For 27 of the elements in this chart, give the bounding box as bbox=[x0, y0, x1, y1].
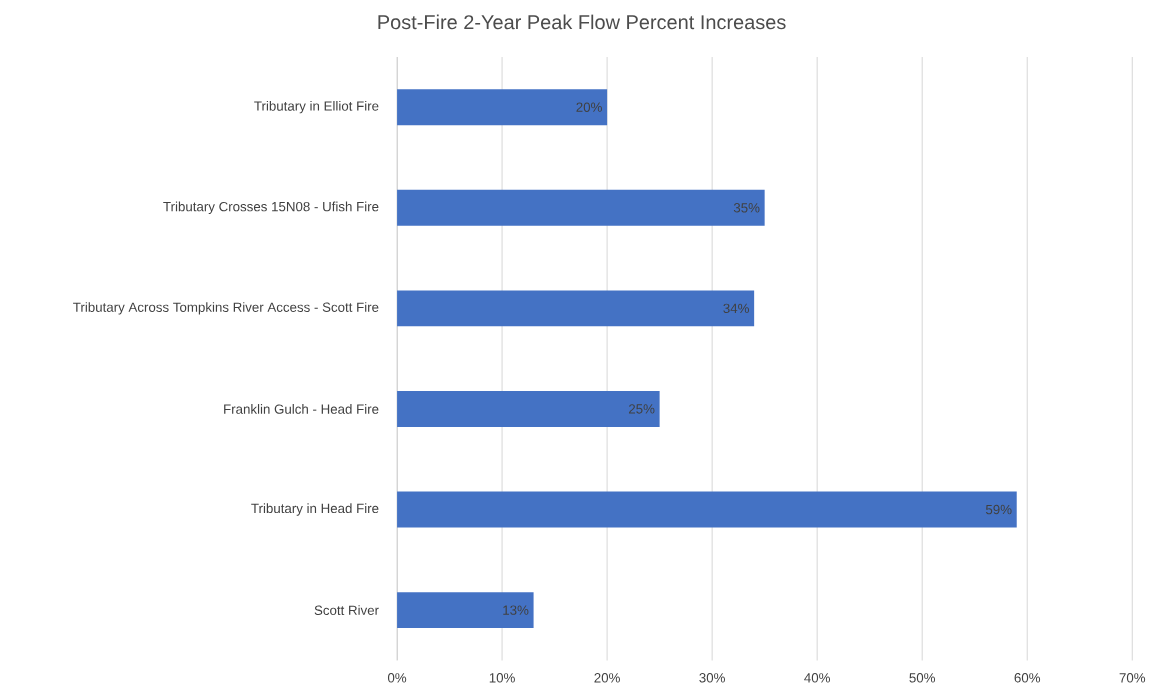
data-label: 34% bbox=[723, 303, 749, 313]
y-tick-label: Tributary in Head Fire bbox=[251, 503, 379, 516]
y-tick-label: Scott River bbox=[314, 605, 379, 615]
data-label: 20% bbox=[576, 102, 602, 112]
x-tick-label: 0% bbox=[387, 672, 407, 683]
bar bbox=[397, 290, 755, 327]
x-tick-label: 70% bbox=[1119, 672, 1146, 683]
x-tick-label: 40% bbox=[804, 672, 831, 683]
bar bbox=[397, 89, 608, 125]
y-tick-label: Franklin Gulch - Head Fire bbox=[224, 403, 379, 414]
y-tick-label: Tributary in Elliot Fire bbox=[254, 100, 379, 114]
y-tick-label: Tributary Crosses 15N08 - Ufish Fire bbox=[163, 201, 379, 214]
bar bbox=[397, 592, 534, 628]
bar bbox=[397, 491, 1017, 528]
data-label: 59% bbox=[985, 504, 1012, 515]
data-label: 35% bbox=[733, 202, 760, 213]
x-tick-label: 20% bbox=[594, 672, 620, 683]
bar bbox=[397, 390, 660, 427]
x-tick-label: 30% bbox=[699, 672, 725, 683]
bar bbox=[397, 189, 765, 226]
x-tick-label: 60% bbox=[1014, 672, 1041, 683]
x-tick-label: 50% bbox=[909, 672, 936, 683]
x-tick-label: 10% bbox=[489, 672, 515, 683]
data-label: 13% bbox=[503, 605, 529, 615]
data-label: 25% bbox=[628, 404, 655, 414]
y-tick-label: Tributary Across Tompkins River Access - Scott Fire bbox=[73, 302, 379, 315]
chart-title: Post-Fire 2-Year Peak Flow Percent Increases bbox=[378, 14, 786, 30]
